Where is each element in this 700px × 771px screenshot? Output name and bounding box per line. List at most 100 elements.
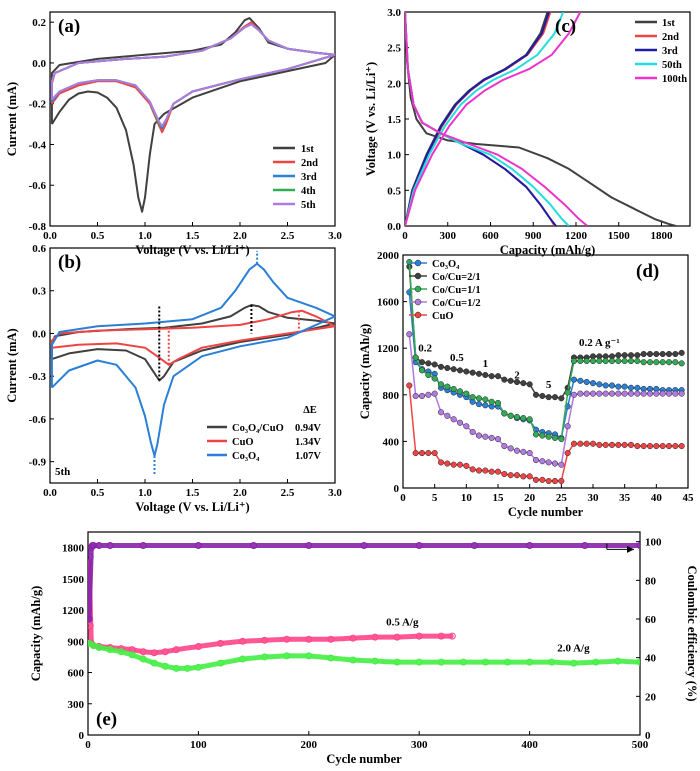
- x-tick-label: 30: [588, 492, 600, 504]
- data-point: [545, 477, 552, 485]
- x-tick-label: 5: [432, 492, 438, 504]
- data-point: [659, 359, 666, 366]
- data-point: [106, 646, 114, 654]
- data-point: [520, 415, 527, 422]
- data-point: [88, 639, 93, 647]
- y2-tick-label: 20: [645, 691, 657, 703]
- legend-marker: [414, 298, 422, 306]
- data-point: [450, 385, 457, 393]
- data-point: [425, 391, 432, 398]
- data-point: [475, 467, 483, 474]
- cycling-trace-0.5 A/g: [88, 560, 454, 656]
- data-point: [653, 359, 660, 366]
- data-point: [608, 390, 616, 397]
- data-point: [216, 659, 224, 667]
- data-point: [150, 659, 158, 667]
- data-point: [456, 461, 464, 468]
- data-point: [640, 390, 647, 397]
- data-point: [634, 352, 641, 359]
- x-tick-label: 1.0: [138, 487, 152, 499]
- data-point: [437, 363, 445, 370]
- data-point: [539, 476, 546, 483]
- data-point: [570, 391, 578, 398]
- data-point: [513, 472, 521, 479]
- data-point: [548, 658, 556, 666]
- legend-entry: 2nd: [301, 158, 318, 169]
- data-point: [95, 644, 103, 652]
- cv-curve-Co₃O₄/CuO: [50, 304, 335, 382]
- legend-entry: 1st: [662, 18, 675, 29]
- y-tick-label: 1200: [62, 605, 85, 617]
- data-point: [437, 632, 445, 640]
- data-point: [539, 392, 546, 400]
- data-point: [672, 350, 679, 358]
- data-point: [577, 390, 584, 397]
- x-tick-label: 1800: [651, 230, 674, 242]
- data-point: [161, 662, 169, 670]
- y-tick-label: 0.6: [32, 243, 46, 255]
- data-point: [615, 352, 622, 359]
- data-point: [513, 447, 521, 454]
- y-axis-label: Capacity (mAh/g): [358, 324, 372, 419]
- legend-entry: CuO: [432, 311, 454, 322]
- data-point: [564, 450, 571, 457]
- legend-entry: Co₃O₄/CuO: [232, 423, 284, 434]
- data-point: [250, 542, 258, 550]
- data-point: [627, 357, 635, 365]
- data-point: [583, 390, 590, 397]
- data-point: [615, 383, 622, 390]
- data-point: [665, 443, 673, 450]
- data-point: [425, 371, 432, 379]
- data-point: [431, 390, 438, 397]
- data-point: [545, 459, 552, 466]
- data-point: [475, 370, 483, 377]
- data-point: [545, 433, 552, 440]
- data-point: [532, 456, 540, 464]
- data-point: [539, 458, 546, 465]
- data-point: [95, 542, 103, 550]
- data-point: [646, 443, 654, 450]
- data-point: [501, 376, 508, 383]
- y2-tick-label: 40: [645, 653, 657, 665]
- data-point: [239, 655, 247, 663]
- rate-label: 0.2 A g⁻¹: [579, 337, 620, 349]
- data-point: [589, 390, 597, 397]
- data-point: [583, 378, 590, 386]
- data-point: [459, 658, 467, 666]
- data-point: [450, 416, 457, 423]
- legend-marker: [414, 272, 422, 280]
- data-point: [418, 450, 426, 457]
- data-point: [150, 649, 158, 657]
- data-point: [615, 441, 622, 448]
- data-point: [444, 383, 451, 390]
- charge-curve-1st: [405, 12, 549, 226]
- data-point: [494, 373, 502, 380]
- data-point: [305, 542, 313, 550]
- x-tick-label: 20: [524, 492, 536, 504]
- data-point: [371, 657, 379, 665]
- x-axis-label: Voltage (V vs. Li/Li⁺): [135, 243, 249, 257]
- x-tick-label: 2.5: [281, 487, 295, 499]
- data-point: [507, 412, 514, 419]
- data-point: [602, 390, 609, 397]
- data-point: [627, 390, 635, 397]
- data-point: [589, 440, 597, 447]
- data-point: [627, 441, 635, 448]
- discharge-curve-1st: [405, 12, 677, 226]
- data-point: [431, 375, 438, 382]
- y2-tick-label: 0: [645, 730, 651, 742]
- data-point: [139, 542, 147, 550]
- data-point: [596, 357, 603, 365]
- legend-marker: [414, 259, 422, 267]
- x-tick-label: 1200: [565, 230, 588, 242]
- cv-curve-2nd: [50, 21, 335, 134]
- data-point: [532, 431, 540, 438]
- panel-b: 0.0 0.5 1.0 1.5 2.0 2.5 3.0 -0.9 -0.6 -0.3 0.0 0.3 0…: [5, 243, 342, 514]
- x-tick-label: 100: [190, 739, 207, 751]
- data-point: [526, 542, 534, 550]
- data-point: [128, 651, 136, 659]
- data-point: [665, 359, 673, 366]
- data-point: [589, 357, 597, 365]
- data-point: [583, 357, 590, 365]
- cv-curve-1st: [50, 17, 335, 213]
